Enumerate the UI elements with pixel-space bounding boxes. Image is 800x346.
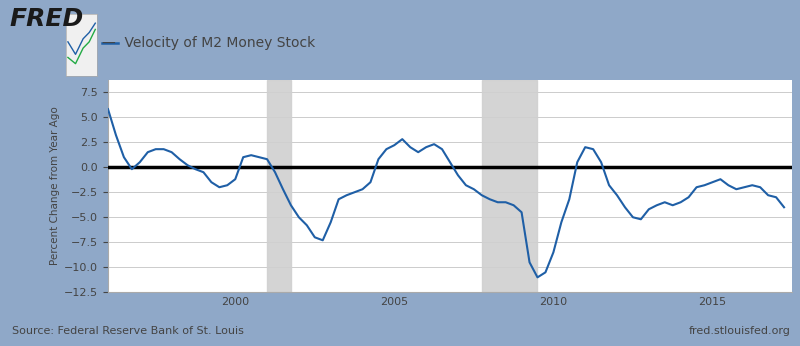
Bar [482,80,538,292]
Text: fred.stlouisfed.org: fred.stlouisfed.org [689,326,790,336]
Text: Source: Federal Reserve Bank of St. Louis: Source: Federal Reserve Bank of St. Loui… [12,326,244,336]
Text: FRED: FRED [10,7,84,31]
Y-axis label: Percent Change from Year Ago: Percent Change from Year Ago [50,107,60,265]
Text: —  Velocity of M2 Money Stock: — Velocity of M2 Money Stock [102,36,316,50]
Bar [267,80,291,292]
